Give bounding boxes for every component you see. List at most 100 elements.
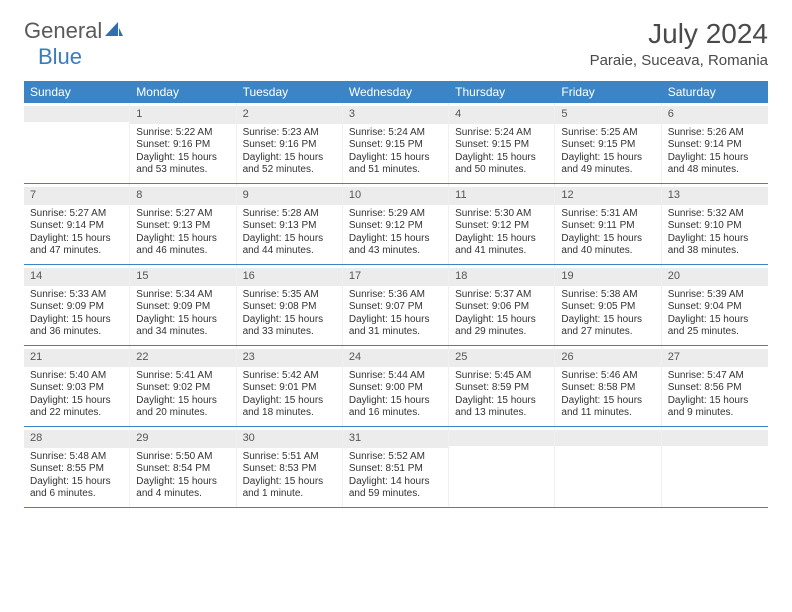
daylight-line: Daylight: 15 hours and 34 minutes. — [136, 314, 229, 339]
day-number: 30 — [237, 430, 342, 448]
day-number: 23 — [237, 349, 342, 367]
calendar-cell: 6Sunrise: 5:26 AMSunset: 9:14 PMDaylight… — [662, 103, 768, 183]
calendar-cell — [662, 427, 768, 507]
daylight-line: Daylight: 15 hours and 46 minutes. — [136, 233, 229, 258]
sunset-line: Sunset: 9:14 PM — [30, 220, 123, 233]
day-number: 14 — [24, 268, 129, 286]
calendar-cell: 3Sunrise: 5:24 AMSunset: 9:15 PMDaylight… — [343, 103, 449, 183]
daylight-line: Daylight: 15 hours and 49 minutes. — [561, 152, 654, 177]
sunset-line: Sunset: 9:13 PM — [136, 220, 229, 233]
day-number: 9 — [237, 187, 342, 205]
sunset-line: Sunset: 9:04 PM — [668, 301, 762, 314]
calendar-cell: 24Sunrise: 5:44 AMSunset: 9:00 PMDayligh… — [343, 346, 449, 426]
day-number: 27 — [662, 349, 768, 367]
logo: General — [24, 18, 124, 44]
calendar-cell: 21Sunrise: 5:40 AMSunset: 9:03 PMDayligh… — [24, 346, 130, 426]
calendar-cell: 7Sunrise: 5:27 AMSunset: 9:14 PMDaylight… — [24, 184, 130, 264]
calendar-cell: 17Sunrise: 5:36 AMSunset: 9:07 PMDayligh… — [343, 265, 449, 345]
calendar-cell: 19Sunrise: 5:38 AMSunset: 9:05 PMDayligh… — [555, 265, 661, 345]
day-number: 29 — [130, 430, 235, 448]
day-number: 18 — [449, 268, 554, 286]
sunrise-line: Sunrise: 5:23 AM — [243, 127, 336, 140]
calendar-week: 7Sunrise: 5:27 AMSunset: 9:14 PMDaylight… — [24, 184, 768, 265]
sunset-line: Sunset: 8:55 PM — [30, 463, 123, 476]
calendar-cell: 4Sunrise: 5:24 AMSunset: 9:15 PMDaylight… — [449, 103, 555, 183]
sunset-line: Sunset: 8:58 PM — [561, 382, 654, 395]
sunrise-line: Sunrise: 5:28 AM — [243, 208, 336, 221]
sunrise-line: Sunrise: 5:29 AM — [349, 208, 442, 221]
calendar-cell: 27Sunrise: 5:47 AMSunset: 8:56 PMDayligh… — [662, 346, 768, 426]
calendar-cell: 30Sunrise: 5:51 AMSunset: 8:53 PMDayligh… — [237, 427, 343, 507]
day-number: 12 — [555, 187, 660, 205]
sunrise-line: Sunrise: 5:34 AM — [136, 289, 229, 302]
day-number: 5 — [555, 106, 660, 124]
sunrise-line: Sunrise: 5:25 AM — [561, 127, 654, 140]
calendar-page: General July 2024 Paraie, Suceava, Roman… — [0, 0, 792, 518]
sunset-line: Sunset: 9:10 PM — [668, 220, 762, 233]
sunset-line: Sunset: 8:54 PM — [136, 463, 229, 476]
calendar-cell: 14Sunrise: 5:33 AMSunset: 9:09 PMDayligh… — [24, 265, 130, 345]
calendar-cell: 28Sunrise: 5:48 AMSunset: 8:55 PMDayligh… — [24, 427, 130, 507]
sunset-line: Sunset: 9:14 PM — [668, 139, 762, 152]
sunrise-line: Sunrise: 5:51 AM — [243, 451, 336, 464]
sunrise-line: Sunrise: 5:48 AM — [30, 451, 123, 464]
calendar-cell: 12Sunrise: 5:31 AMSunset: 9:11 PMDayligh… — [555, 184, 661, 264]
daylight-line: Daylight: 15 hours and 43 minutes. — [349, 233, 442, 258]
day-number: 16 — [237, 268, 342, 286]
day-header-row: SundayMondayTuesdayWednesdayThursdayFrid… — [24, 81, 768, 103]
sunrise-line: Sunrise: 5:38 AM — [561, 289, 654, 302]
daylight-line: Daylight: 15 hours and 18 minutes. — [243, 395, 336, 420]
calendar-cell: 22Sunrise: 5:41 AMSunset: 9:02 PMDayligh… — [130, 346, 236, 426]
calendar-cell — [24, 103, 130, 183]
sunrise-line: Sunrise: 5:45 AM — [455, 370, 548, 383]
daylight-line: Daylight: 15 hours and 48 minutes. — [668, 152, 762, 177]
sunset-line: Sunset: 9:11 PM — [561, 220, 654, 233]
calendar: SundayMondayTuesdayWednesdayThursdayFrid… — [24, 81, 768, 508]
day-number — [662, 430, 768, 446]
sunset-line: Sunset: 9:16 PM — [243, 139, 336, 152]
daylight-line: Daylight: 15 hours and 1 minute. — [243, 476, 336, 501]
day-header: Wednesday — [343, 81, 449, 103]
day-header: Tuesday — [237, 81, 343, 103]
calendar-cell: 16Sunrise: 5:35 AMSunset: 9:08 PMDayligh… — [237, 265, 343, 345]
day-number: 7 — [24, 187, 129, 205]
calendar-cell: 5 Sunrise: 5:25 AMSunset: 9:15 PMDaylight… — [555, 103, 661, 183]
sunrise-line: Sunrise: 5:40 AM — [30, 370, 123, 383]
calendar-cell: 18Sunrise: 5:37 AMSunset: 9:06 PMDayligh… — [449, 265, 555, 345]
sunrise-line: Sunrise: 5:41 AM — [136, 370, 229, 383]
sunrise-line: Sunrise: 5:33 AM — [30, 289, 123, 302]
daylight-line: Daylight: 15 hours and 53 minutes. — [136, 152, 229, 177]
day-number: 22 — [130, 349, 235, 367]
sunrise-line: Sunrise: 5:52 AM — [349, 451, 442, 464]
location-text: Paraie, Suceava, Romania — [590, 52, 768, 69]
daylight-line: Daylight: 15 hours and 4 minutes. — [136, 476, 229, 501]
day-number: 31 — [343, 430, 448, 448]
daylight-line: Daylight: 15 hours and 47 minutes. — [30, 233, 123, 258]
calendar-cell: 15Sunrise: 5:34 AMSunset: 9:09 PMDayligh… — [130, 265, 236, 345]
daylight-line: Daylight: 15 hours and 33 minutes. — [243, 314, 336, 339]
calendar-cell — [449, 427, 555, 507]
day-number: 15 — [130, 268, 235, 286]
calendar-week: 21Sunrise: 5:40 AMSunset: 9:03 PMDayligh… — [24, 346, 768, 427]
day-header: Friday — [555, 81, 661, 103]
day-number: 10 — [343, 187, 448, 205]
calendar-cell: 20Sunrise: 5:39 AMSunset: 9:04 PMDayligh… — [662, 265, 768, 345]
sunset-line: Sunset: 9:15 PM — [561, 139, 654, 152]
sunset-line: Sunset: 9:12 PM — [349, 220, 442, 233]
daylight-line: Daylight: 15 hours and 22 minutes. — [30, 395, 123, 420]
sunrise-line: Sunrise: 5:31 AM — [561, 208, 654, 221]
day-number: 21 — [24, 349, 129, 367]
day-number — [449, 430, 554, 446]
sunrise-line: Sunrise: 5:37 AM — [455, 289, 548, 302]
daylight-line: Daylight: 15 hours and 38 minutes. — [668, 233, 762, 258]
calendar-cell — [555, 427, 661, 507]
sunset-line: Sunset: 9:07 PM — [349, 301, 442, 314]
day-number: 17 — [343, 268, 448, 286]
day-number: 1 — [130, 106, 235, 124]
sunrise-line: Sunrise: 5:24 AM — [349, 127, 442, 140]
sunset-line: Sunset: 8:56 PM — [668, 382, 762, 395]
calendar-cell: 1Sunrise: 5:22 AMSunset: 9:16 PMDaylight… — [130, 103, 236, 183]
sunrise-line: Sunrise: 5:22 AM — [136, 127, 229, 140]
calendar-cell: 11Sunrise: 5:30 AMSunset: 9:12 PMDayligh… — [449, 184, 555, 264]
calendar-cell: 9Sunrise: 5:28 AMSunset: 9:13 PMDaylight… — [237, 184, 343, 264]
